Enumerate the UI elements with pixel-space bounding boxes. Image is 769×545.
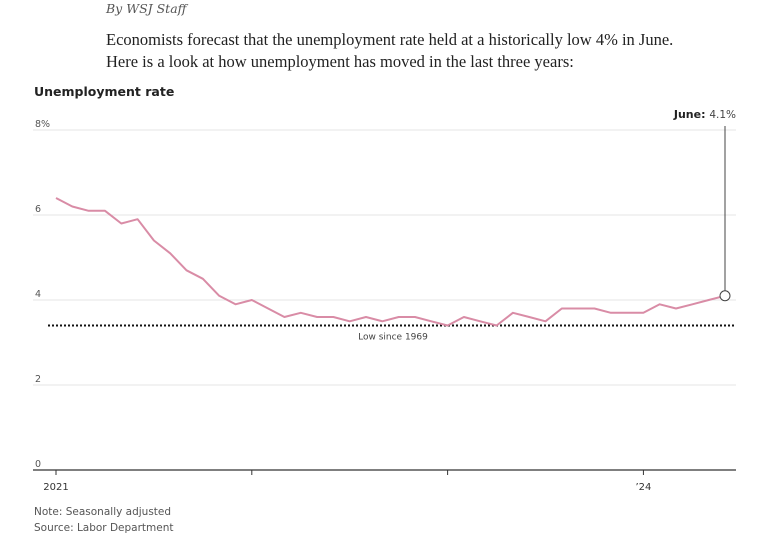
byline: By WSJ Staff — [106, 1, 187, 16]
y-tick-label: 6 — [35, 204, 41, 215]
callout-label: June: 4.1% — [673, 108, 736, 121]
x-axis: 2021 ’24 — [33, 469, 736, 493]
x-tick-label: ’24 — [635, 482, 651, 493]
y-tick-label: 2 — [35, 374, 41, 385]
reference-line-group: Low since 1969 — [48, 324, 736, 343]
intro-paragraph: Economists forecast that the unemploymen… — [106, 29, 746, 73]
series-group — [55, 197, 726, 327]
y-tick-label: 0 — [35, 459, 41, 470]
last-point-marker — [719, 290, 731, 302]
reference-line-label: Low since 1969 — [358, 333, 428, 343]
callout-value: 4.1% — [709, 109, 736, 121]
x-tick-label: 2021 — [43, 482, 68, 493]
y-tick-label: 4 — [35, 289, 41, 300]
intro-line: Economists forecast that the unemploymen… — [106, 30, 674, 49]
source-text: Source: Labor Department — [34, 522, 174, 534]
y-tick-label: 8% — [35, 119, 50, 130]
y-axis-ticks: 8% 6 4 2 0 — [35, 119, 50, 470]
callout-group: June: 4.1% — [673, 108, 736, 302]
callout-month: June: — [673, 108, 709, 121]
chart-title: Unemployment rate — [34, 84, 175, 99]
series-line — [55, 197, 726, 327]
intro-line: Here is a look at how unemployment has m… — [106, 52, 574, 71]
note-text: Note: Seasonally adjusted — [34, 506, 172, 518]
chart-notes: Note: Seasonally adjusted Source: Labor … — [34, 504, 174, 536]
grid-lines — [33, 129, 736, 386]
